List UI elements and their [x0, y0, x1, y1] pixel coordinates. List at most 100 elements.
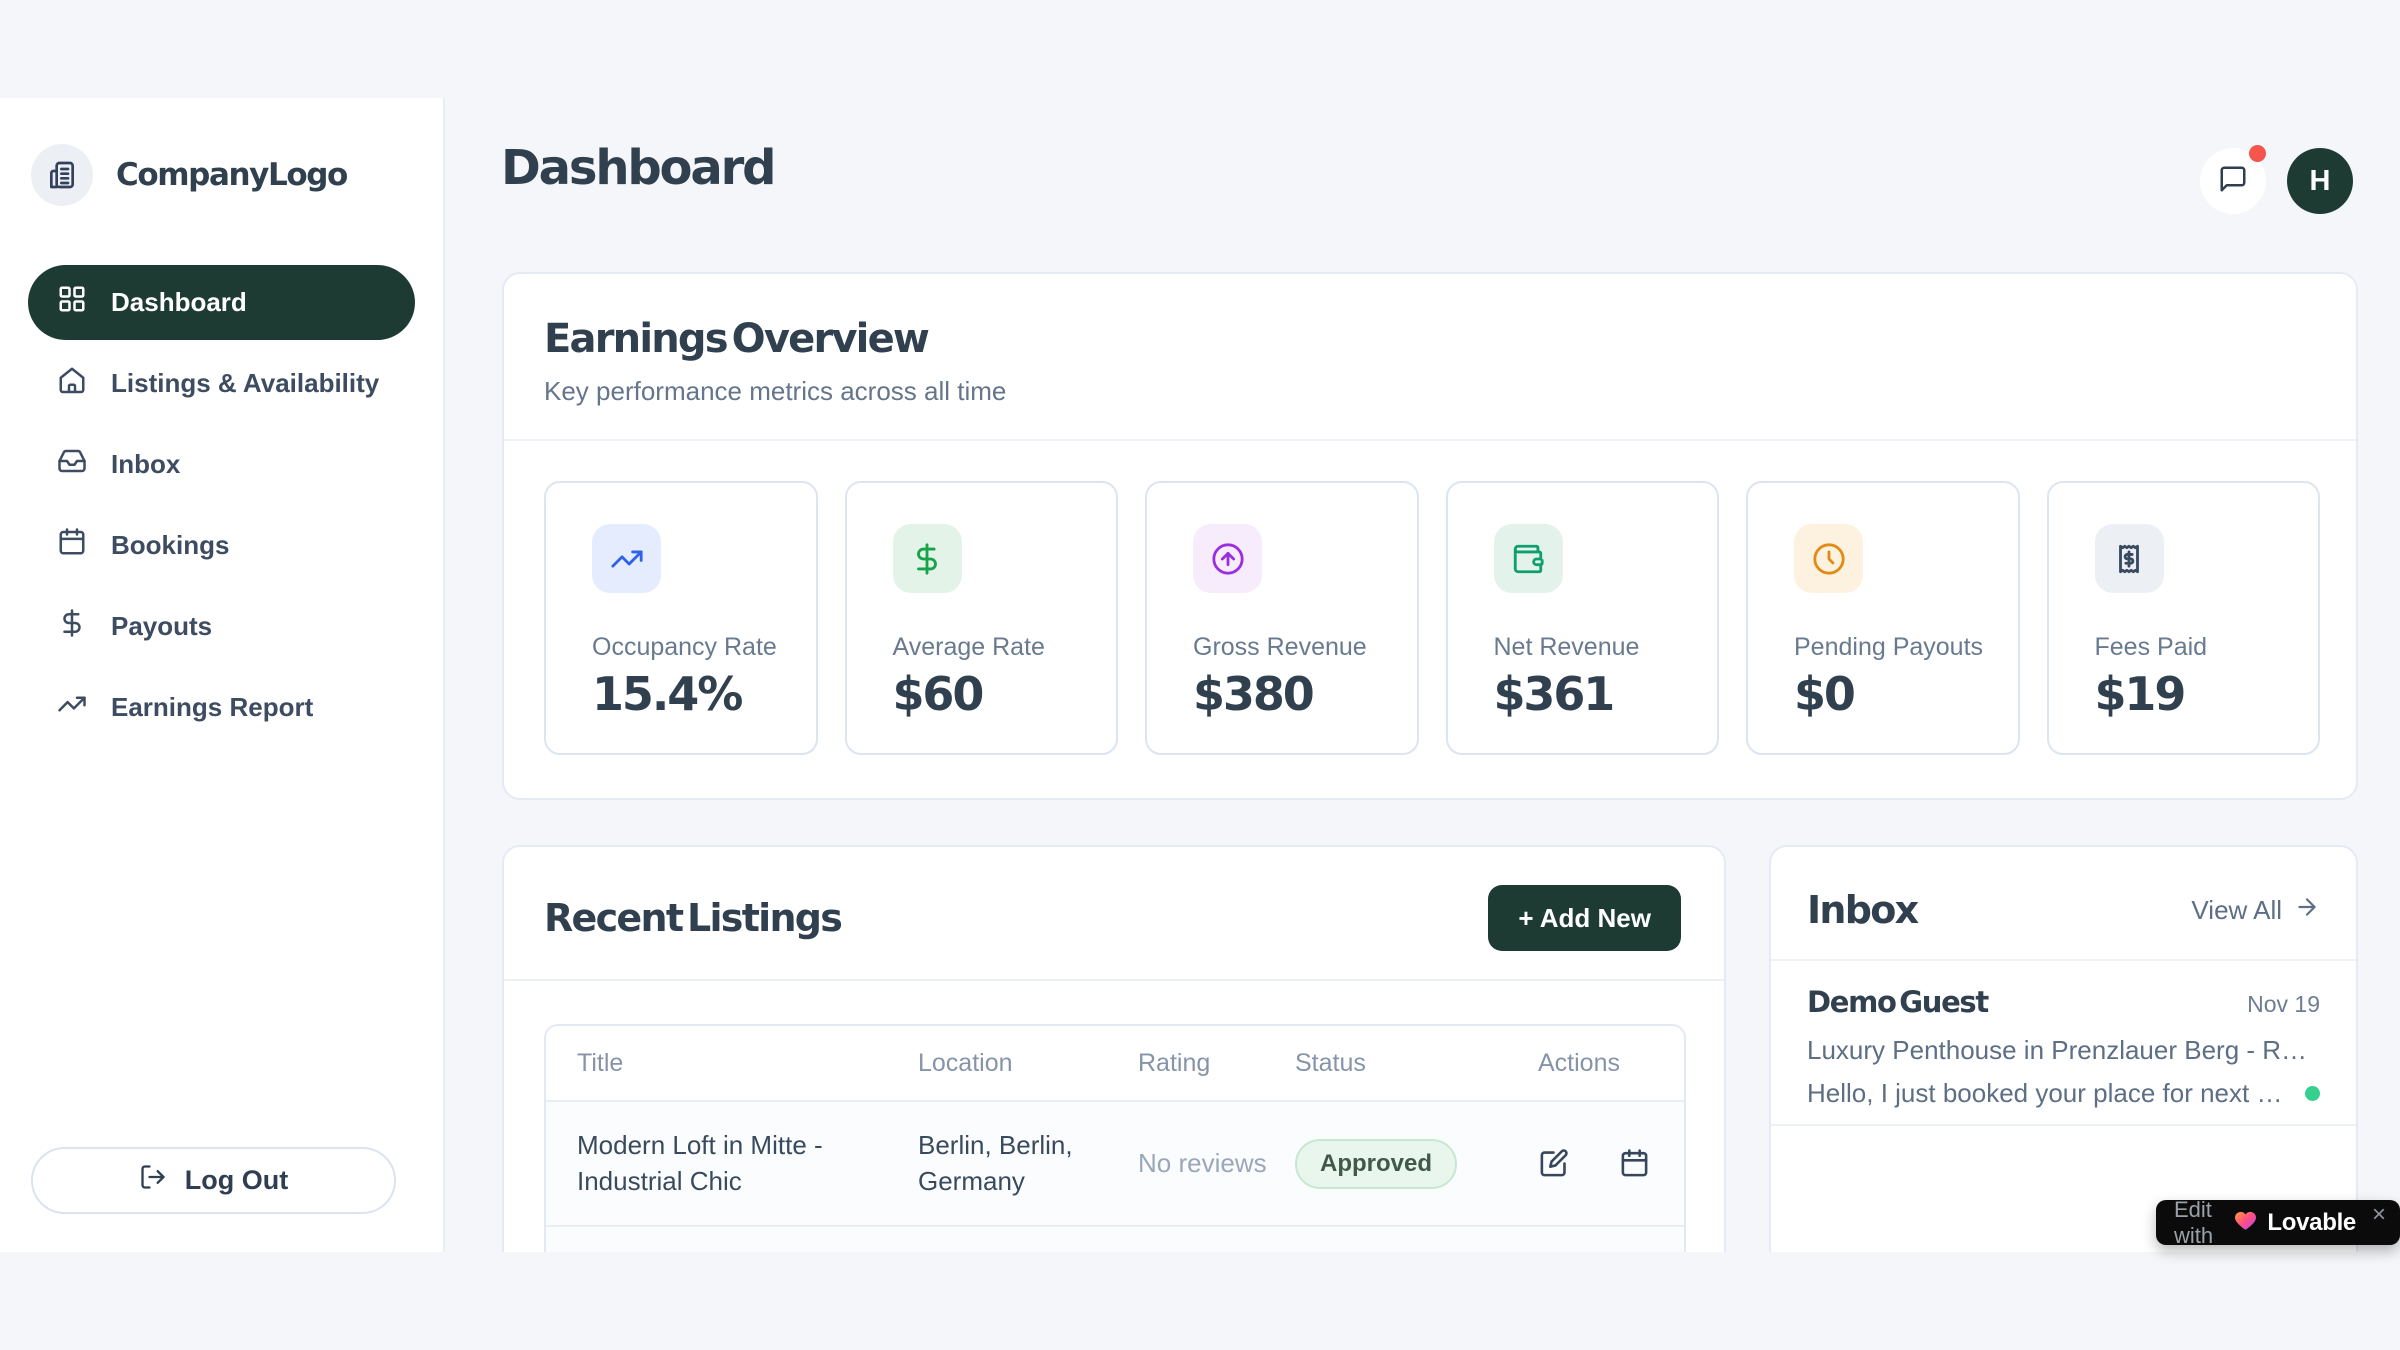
column-header-status: Status: [1295, 1048, 1366, 1077]
earnings-overview-card: Earnings Overview Key performance metric…: [502, 272, 2358, 800]
message-subject: Luxury Penthouse in Prenzlauer Berg - Ro…: [1807, 1035, 2320, 1065]
sidebar-item-label: Inbox: [111, 449, 181, 479]
message-bubble-icon: [2218, 164, 2248, 199]
column-header-actions: Actions: [1538, 1048, 1620, 1077]
metric-card-net-revenue: Net Revenue $361: [1445, 481, 1719, 755]
earnings-subtitle: Key performance metrics across all time: [544, 376, 1007, 406]
sidebar-item-payouts[interactable]: Payouts: [28, 589, 415, 664]
metric-card-fees-paid: Fees Paid $19: [2046, 481, 2320, 755]
chat-button[interactable]: [2200, 145, 2266, 214]
sidebar-nav: Dashboard Listings & Availability Inbox …: [28, 265, 415, 745]
lovable-prefix: Edit with: [2174, 1196, 2214, 1248]
message-date: Nov 19: [2247, 991, 2320, 1017]
column-header-location: Location: [918, 1048, 1013, 1077]
inbox-icon: [57, 446, 87, 483]
metric-value: 15.4%: [592, 667, 743, 721]
clock-icon: [1794, 524, 1863, 593]
divider: [504, 979, 1724, 981]
arrow-right-icon: [2294, 894, 2320, 927]
table-header-row: Title Location Rating Status Actions: [546, 1026, 1684, 1102]
view-all-label: View All: [2191, 894, 2282, 925]
logout-label: Log Out: [184, 1165, 289, 1195]
metric-label: Pending Payouts: [1794, 633, 1984, 661]
divider: [1771, 959, 2356, 961]
divider: [504, 439, 2356, 441]
grid-icon: [57, 284, 87, 321]
metric-label: Occupancy Rate: [592, 633, 777, 661]
sidebar-item-listings[interactable]: Listings & Availability: [28, 346, 415, 421]
listing-title: Modern Loft in Mitte - Industrial Chic: [577, 1130, 823, 1196]
sidebar-item-label: Bookings: [111, 530, 230, 560]
message-preview: Hello, I just booked your place for next…: [1807, 1078, 2291, 1108]
metric-label: Net Revenue: [1493, 633, 1640, 661]
message-sender: Demo Guest: [1807, 985, 1989, 1019]
column-header-rating: Rating: [1138, 1048, 1211, 1077]
metric-label: Average Rate: [892, 633, 1045, 661]
circle-arrow-up-icon: [1193, 524, 1262, 593]
company-logo-icon: [31, 144, 93, 206]
sidebar-item-label: Payouts: [111, 611, 213, 641]
recent-listings-title: Recent Listings: [544, 896, 843, 940]
close-icon[interactable]: ×: [2371, 1201, 2386, 1228]
receipt-icon: [2094, 524, 2164, 593]
listing-rating: No reviews: [1138, 1147, 1267, 1178]
view-all-link[interactable]: View All: [2191, 894, 2320, 927]
lovable-brand: Lovable: [2267, 1208, 2356, 1236]
metric-card-pending-payouts: Pending Payouts $0: [1746, 481, 2020, 755]
edit-icon[interactable]: [1538, 1148, 1569, 1179]
metric-card-gross-revenue: Gross Revenue $380: [1145, 481, 1419, 755]
trending-up-icon: [592, 524, 661, 593]
sidebar-item-label: Earnings Report: [111, 692, 314, 722]
metric-value: $0: [1794, 667, 1856, 721]
listing-location: Berlin, Berlin, Germany: [918, 1130, 1073, 1196]
metric-card-average-rate: Average Rate $60: [844, 481, 1118, 755]
logout-button[interactable]: Log Out: [31, 1147, 396, 1214]
inbox-message-item[interactable]: Demo Guest Nov 19 Luxury Penthouse in Pr…: [1807, 959, 2320, 1124]
dollar-icon: [892, 524, 962, 593]
inbox-card: Inbox View All Demo Guest Nov 19 Luxury …: [1769, 845, 2358, 1252]
divider: [1771, 1124, 2356, 1126]
earnings-title: Earnings Overview: [544, 316, 930, 362]
metric-label: Gross Revenue: [1193, 633, 1367, 661]
inbox-title: Inbox: [1807, 888, 1919, 932]
unread-dot: [2305, 1086, 2320, 1101]
metric-value: $60: [892, 667, 985, 721]
page-title: Dashboard: [501, 140, 776, 196]
table-row-partial: [546, 1227, 1684, 1252]
sidebar-item-inbox[interactable]: Inbox: [28, 427, 415, 502]
sidebar-item-earnings-report[interactable]: Earnings Report: [28, 670, 415, 745]
logo: CompanyLogo: [31, 144, 348, 206]
company-logo-text: CompanyLogo: [116, 157, 348, 193]
heart-icon: [2233, 1208, 2258, 1238]
sidebar-item-bookings[interactable]: Bookings: [28, 508, 415, 583]
trending-up-icon: [57, 689, 87, 726]
logout-icon: [139, 1163, 167, 1198]
sidebar: CompanyLogo Dashboard Listings & Availab…: [0, 98, 445, 1252]
app-frame: CompanyLogo Dashboard Listings & Availab…: [0, 98, 2400, 1252]
main-content: Dashboard H Earnings Overview Key perfor…: [447, 98, 2400, 1252]
wallet-icon: [1493, 524, 1563, 593]
calendar-icon: [57, 527, 87, 564]
avatar-initial: H: [2309, 164, 2331, 197]
recent-listings-card: Recent Listings + Add New Title Location…: [502, 845, 1726, 1252]
notification-dot: [2249, 145, 2266, 162]
add-new-button[interactable]: + Add New: [1488, 885, 1681, 951]
sidebar-item-label: Dashboard: [111, 287, 247, 317]
avatar[interactable]: H: [2287, 148, 2353, 214]
metric-value: $380: [1193, 667, 1315, 721]
metrics-row: Occupancy Rate 15.4% Average Rate $60 Gr…: [544, 481, 2320, 755]
table-row[interactable]: Modern Loft in Mitte - Industrial Chic B…: [546, 1102, 1684, 1227]
lovable-badge[interactable]: Edit with Lovable ×: [2156, 1197, 2400, 1248]
sidebar-item-label: Listings & Availability: [111, 368, 380, 398]
status-badge: Approved: [1295, 1138, 1458, 1189]
metric-label: Fees Paid: [2094, 633, 2208, 661]
house-icon: [57, 365, 87, 402]
metric-value: $361: [1493, 667, 1616, 721]
calendar-icon[interactable]: [1619, 1148, 1650, 1179]
sidebar-item-dashboard[interactable]: Dashboard: [28, 265, 415, 340]
column-header-title: Title: [577, 1048, 624, 1077]
dollar-icon: [57, 608, 87, 645]
metric-value: $19: [2094, 667, 2187, 721]
listings-table: Title Location Rating Status Actions Mod…: [544, 1024, 1686, 1252]
metric-card-occupancy-rate: Occupancy Rate 15.4%: [544, 481, 818, 755]
